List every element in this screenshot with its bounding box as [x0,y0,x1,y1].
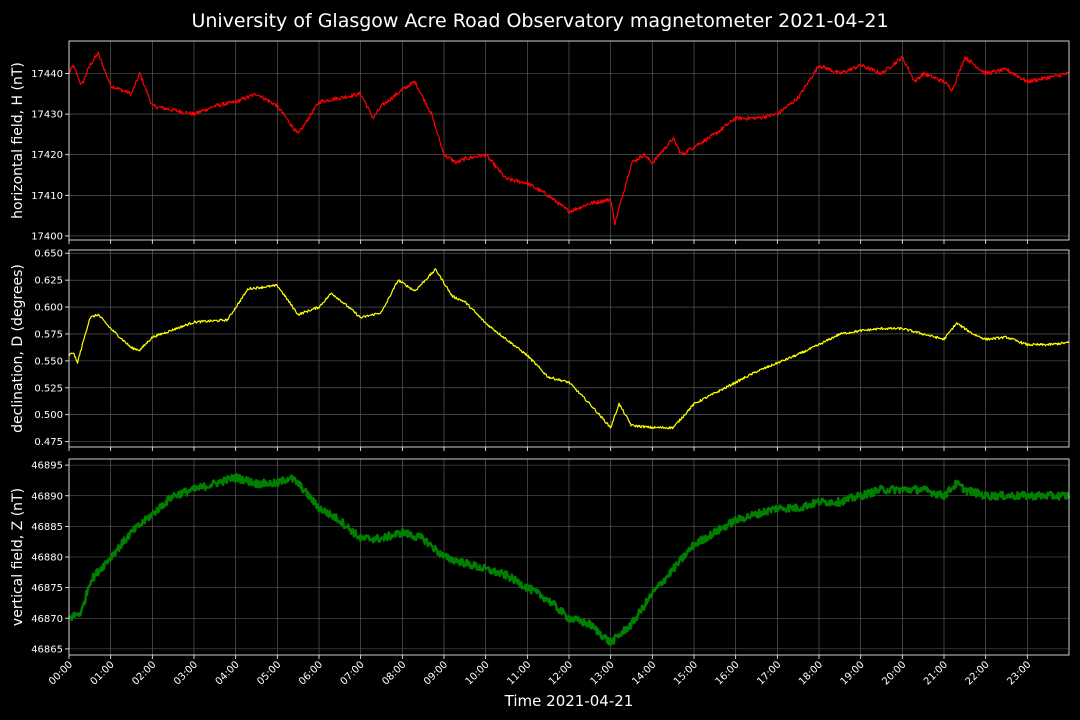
x-tick-label: 21:00 [922,659,950,687]
y-tick-label-z: 46875 [31,583,63,594]
y-tick-label-h: 17430 [31,110,63,121]
x-tick-label: 02:00 [130,659,158,687]
y-tick-label-h: 17410 [31,191,63,202]
x-tick-label: 04:00 [214,659,242,687]
x-tick-label: 03:00 [172,659,200,687]
x-tick-label: 12:00 [547,659,575,687]
plot-frame-h [68,40,1070,241]
panel-declination: 0.475 0.500 0.525 0.550 0.575 0.600 0.625 0.650… [10,249,1070,451]
x-tick-label: 14:00 [630,659,658,687]
y-tick-label-h: 17440 [31,69,63,80]
y-tick-label-d: 0.625 [34,276,63,287]
y-tick-label-z: 46885 [31,522,63,533]
plot-frame-z [68,458,1070,656]
x-axis: 00:00 01:00 02:00 03:00 04:00 05:00 06:00 07:00… [47,659,1033,687]
y-tick-label-d: 0.525 [34,383,63,394]
y-tick-label-z: 46890 [31,491,63,502]
x-tick-label: 06:00 [297,659,325,687]
chart-title: University of Glasgow Acre Road Observat… [191,10,889,32]
y-tick-label-z: 46870 [31,614,63,625]
x-tick-label: 17:00 [755,659,783,687]
y-tick-label-d: 0.550 [34,356,63,367]
y-tick-label-z: 46895 [31,461,63,472]
x-tick-label: 01:00 [89,659,117,687]
series-line-z [68,473,1071,646]
x-tick-label: 05:00 [255,659,283,687]
y-tick-label-h: 17420 [31,150,63,161]
x-tick-label: 19:00 [839,659,867,687]
x-tick-label: 16:00 [714,659,742,687]
x-tick-label: 08:00 [380,659,408,687]
x-tick-label: 13:00 [589,659,617,687]
x-tick-label: 00:00 [47,659,75,687]
x-tick-label: 23:00 [1005,659,1033,687]
x-tick-label: 15:00 [672,659,700,687]
y-tick-label-d: 0.475 [34,437,63,448]
y-axis-label-h: horizontal field, H (nT) [10,62,26,219]
plot-frame-d [68,249,1070,448]
y-tick-label-z: 46880 [31,553,63,564]
x-axis-label: Time 2021-04-21 [504,692,634,710]
x-tick-label: 09:00 [422,659,450,687]
x-tick-label: 18:00 [797,659,825,687]
y-tick-label-d: 0.500 [34,410,63,421]
y-axis-label-z: vertical field, Z (nT) [10,488,26,626]
series-line-d [68,268,1070,430]
x-tick-label: 10:00 [464,659,492,687]
x-tick-label: 07:00 [339,659,367,687]
y-tick-label-h: 17400 [31,231,63,242]
x-tick-label: 20:00 [880,659,908,687]
x-tick-label: 22:00 [964,659,992,687]
y-axis-label-d: declination, D (degrees) [10,264,26,433]
x-tick-label: 11:00 [505,659,533,687]
panel-vertical-field: 46865 46870 46875 46880 46885 46890 46895 verti… [10,458,1071,659]
panel-horizontal-field: 17400 17410 17420 17430 17440 horizontal fiel… [10,40,1070,244]
y-tick-label-d: 0.600 [34,303,63,314]
y-tick-label-z: 46865 [31,644,63,655]
series-line-h [69,51,1070,226]
y-tick-label-d: 0.575 [34,329,63,340]
y-tick-label-d: 0.650 [34,249,63,260]
